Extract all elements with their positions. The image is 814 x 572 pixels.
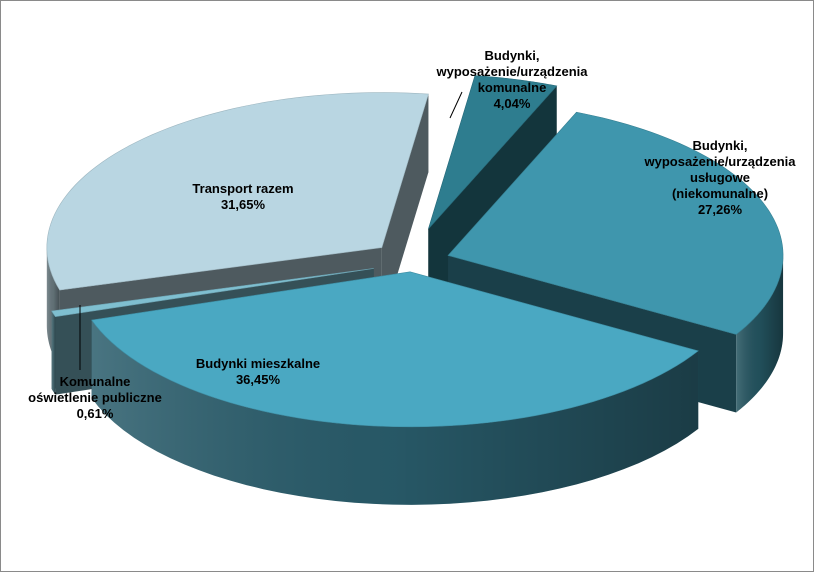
pie-slice-top bbox=[91, 271, 699, 428]
data-label: Transport razem 31,65% bbox=[192, 181, 293, 212]
pie-slice-top bbox=[46, 92, 429, 291]
pie-slice-wall bbox=[381, 94, 429, 326]
pie-slice-rim-shade bbox=[51, 310, 56, 395]
data-label: Budynki, wyposażenie/urządzenia usługowe (n… bbox=[644, 138, 797, 217]
pie-slice-rim-shade bbox=[736, 255, 784, 413]
pie-slice-rim-shade bbox=[91, 320, 699, 505]
pie-slice bbox=[91, 271, 699, 505]
leader-line bbox=[449, 91, 463, 119]
data-label: Budynki, wyposażenie/urządzenia komunalne 4… bbox=[436, 48, 589, 111]
data-label: Budynki mieszkalne 36,45% bbox=[196, 356, 320, 387]
pie-slice-top bbox=[428, 75, 558, 230]
pie-slice-top bbox=[447, 111, 784, 335]
pie-slice-top bbox=[51, 268, 374, 317]
data-label: Komunalne oświetlenie publiczne 0,61% bbox=[28, 374, 162, 421]
